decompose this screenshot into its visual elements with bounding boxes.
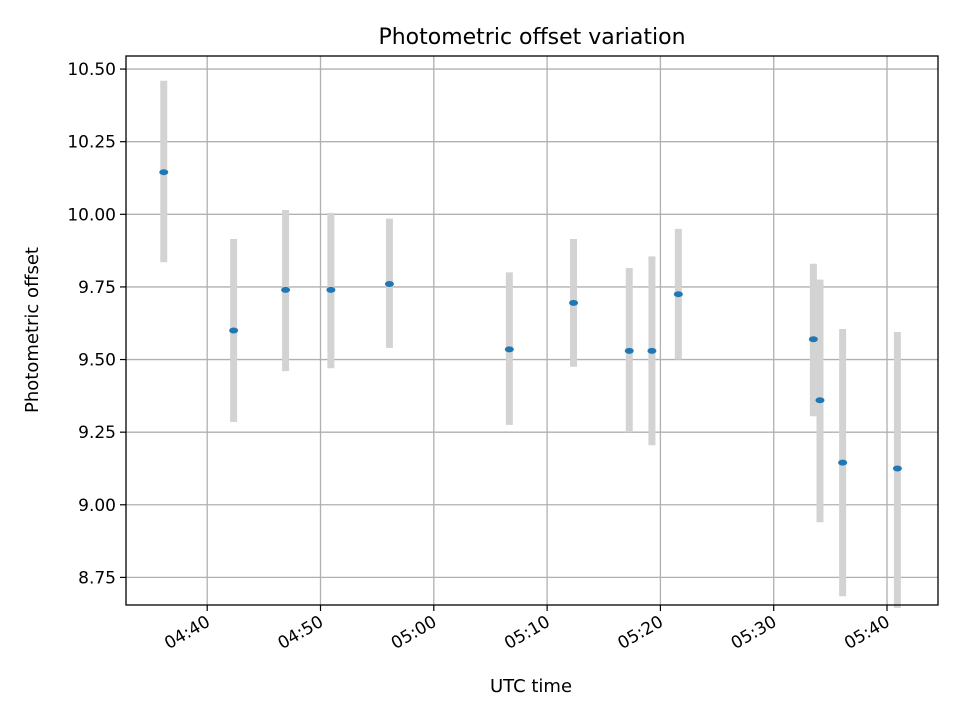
data-point xyxy=(815,397,825,404)
data-point xyxy=(159,169,169,176)
chart-title: Photometric offset variation xyxy=(378,25,685,50)
y-tick-label: 10.25 xyxy=(67,133,116,153)
data-point xyxy=(647,347,657,354)
y-tick-label: 8.75 xyxy=(78,568,116,588)
data-point xyxy=(281,286,291,293)
y-axis-label: Photometric offset xyxy=(22,247,43,413)
y-tick-label: 10.00 xyxy=(67,205,116,225)
data-point xyxy=(326,286,336,293)
data-point xyxy=(229,327,239,334)
data-point xyxy=(838,459,848,466)
data-point xyxy=(892,465,902,472)
plot-frame xyxy=(125,55,939,606)
data-point xyxy=(569,299,579,306)
y-tick-label: 9.00 xyxy=(78,496,116,516)
data-point xyxy=(624,347,634,354)
grid-lines xyxy=(126,56,938,605)
x-axis-label: UTC time xyxy=(490,676,572,697)
y-axis: 8.75 9.00 9.25 9.50 9.75 10.00 10.25 10.50 xyxy=(67,60,126,588)
y-tick-label: 10.50 xyxy=(67,60,116,80)
data-point xyxy=(384,281,394,288)
y-tick-label: 9.75 xyxy=(78,278,116,298)
data-point xyxy=(808,336,818,343)
y-tick-label: 9.25 xyxy=(78,423,116,443)
data-point xyxy=(673,291,683,298)
data-point xyxy=(504,346,514,353)
data-points xyxy=(159,169,902,472)
y-tick-label: 9.50 xyxy=(78,351,116,371)
